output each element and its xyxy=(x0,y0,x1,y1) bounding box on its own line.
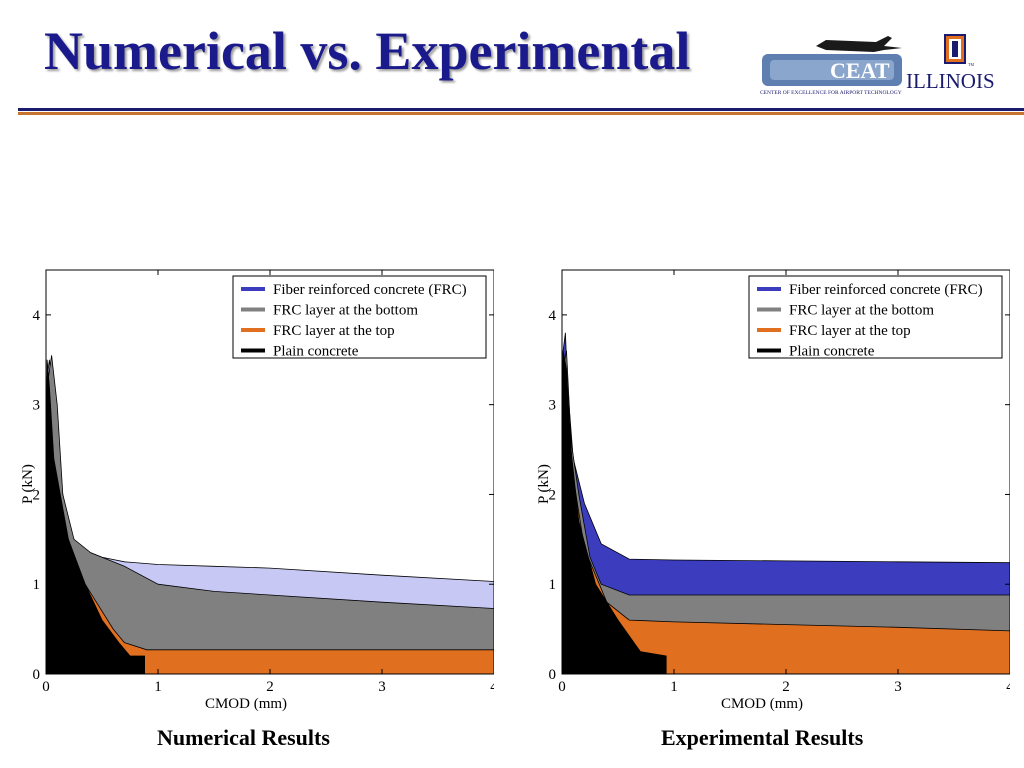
logo-tagline: CENTER OF EXCELLENCE FOR AIRPORT TECHNOL… xyxy=(760,90,902,96)
series-area-fiber-reinforced-concrete-frc xyxy=(561,332,1010,675)
x-tick-label: 0 xyxy=(558,679,566,695)
y-tick-label: 0 xyxy=(549,667,557,683)
y-tick-label: 2 xyxy=(33,487,41,503)
logo-tm: TM xyxy=(968,62,974,67)
series-area-plain-concrete xyxy=(561,350,667,675)
logo-university: ILLINOIS xyxy=(906,69,995,93)
legend-label-frc-layer-at-the-bottom: FRC layer at the bottom xyxy=(789,303,934,319)
x-tick-label: 4 xyxy=(490,679,494,695)
title-divider xyxy=(18,108,1024,115)
slide-title: Numerical vs. Experimental xyxy=(44,21,691,81)
y-tick-label: 3 xyxy=(549,398,557,414)
series-area-frc-layer-at-the-bottom xyxy=(45,355,494,675)
x-axis-label: CMOD (mm) xyxy=(205,696,287,712)
y-tick-label: 4 xyxy=(549,308,557,324)
y-tick-label: 0 xyxy=(33,667,41,683)
x-tick-label: 4 xyxy=(1006,679,1010,695)
logo-name: CEAT xyxy=(830,58,890,83)
series-area-plain-concrete xyxy=(45,359,145,675)
x-tick-label: 1 xyxy=(670,679,678,695)
experimental-results-caption: Experimental Results xyxy=(661,725,864,750)
legend-label-plain-concrete: Plain concrete xyxy=(789,344,875,360)
legend-label-frc-layer-at-the-top: FRC layer at the top xyxy=(789,323,911,339)
legend-label-fiber-reinforced-concrete-frc: Fiber reinforced concrete (FRC) xyxy=(273,282,467,298)
block-i-icon xyxy=(952,41,958,57)
legend-label-frc-layer-at-the-bottom: FRC layer at the bottom xyxy=(273,303,418,319)
x-tick-label: 1 xyxy=(154,679,162,695)
legend-label-plain-concrete: Plain concrete xyxy=(273,344,359,360)
x-tick-label: 2 xyxy=(782,679,790,695)
legend-label-fiber-reinforced-concrete-frc: Fiber reinforced concrete (FRC) xyxy=(789,282,983,298)
experimental-results-chart: 0 1 2 3 4 0 1 2 3 4 CMOD (mm) P (kN) Fiber reinforce… xyxy=(536,269,1010,712)
airplane-icon xyxy=(816,36,902,52)
y-axis-label: P (kN) xyxy=(20,464,36,504)
y-tick-label: 3 xyxy=(33,398,41,414)
y-tick-label: 2 xyxy=(549,487,557,503)
ceat-logo: CEAT CENTER OF EXCELLENCE FOR AIRPORT TE… xyxy=(760,36,902,96)
y-tick-label: 1 xyxy=(33,577,41,593)
y-tick-label: 4 xyxy=(33,308,41,324)
numerical-results-chart: 0 1 2 3 4 0 1 2 3 4 CMOD (mm) P (kN) Fiber reinforce… xyxy=(20,269,494,712)
legend xyxy=(232,275,487,359)
numerical-results-caption: Numerical Results xyxy=(157,725,330,750)
x-tick-label: 2 xyxy=(266,679,274,695)
legend xyxy=(748,275,1003,359)
y-tick-label: 1 xyxy=(549,577,557,593)
y-axis-label: P (kN) xyxy=(536,464,552,504)
x-tick-label: 0 xyxy=(42,679,50,695)
x-tick-label: 3 xyxy=(894,679,902,695)
ceat-illinois-logo: CEAT CENTER OF EXCELLENCE FOR AIRPORT TE… xyxy=(760,34,995,96)
legend-label-frc-layer-at-the-top: FRC layer at the top xyxy=(273,323,395,339)
x-tick-label: 3 xyxy=(378,679,386,695)
illinois-logo: TM ILLINOIS xyxy=(906,34,995,93)
x-axis-label: CMOD (mm) xyxy=(721,696,803,712)
